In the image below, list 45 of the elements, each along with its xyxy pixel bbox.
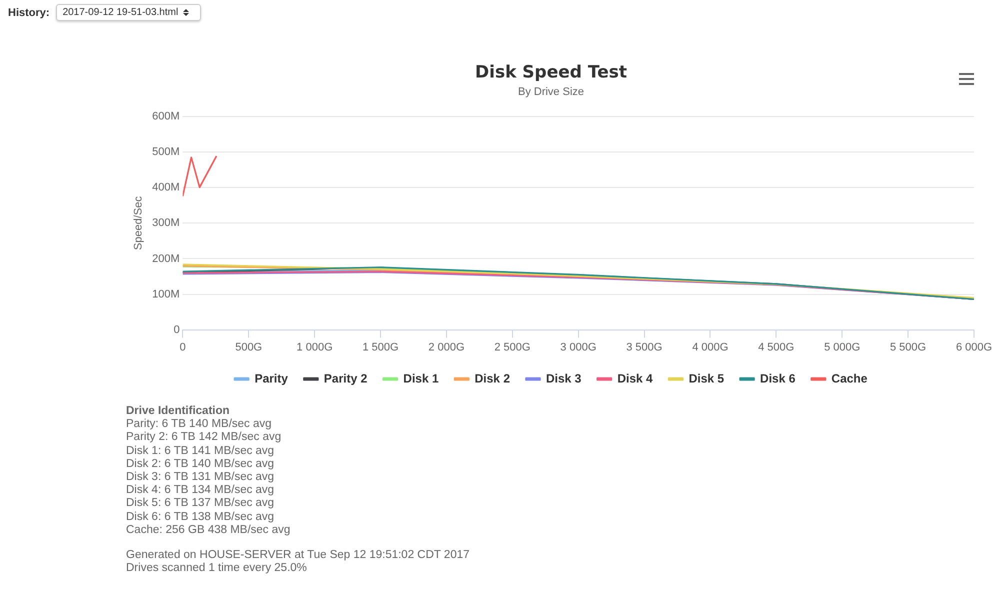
y-tick-label: 500M <box>152 146 180 158</box>
text: Disk 2: 6 TB 140 MB/sec avg <box>126 458 276 472</box>
x-tick-label: 2 500G <box>494 341 530 354</box>
text: History: <box>8 6 50 18</box>
text: Parity: 6 TB 140 MB/sec avg <box>126 418 273 432</box>
legend-label: Disk 2 <box>474 371 510 386</box>
text: Drive Identification <box>126 405 231 418</box>
legend-label: Disk 1 <box>403 371 439 386</box>
text: Cache: 256 GB 438 MB/sec avg <box>126 524 292 538</box>
x-tick-label: 3 000G <box>560 341 596 354</box>
x-tick-label: 3 500G <box>626 341 662 354</box>
x-tick-label: 6 000G <box>956 341 992 354</box>
y-tick-label: 400M <box>152 182 180 194</box>
text: Generated on HOUSE-SERVER at Tue Sep 12 19:51:02 CDT 2017 <box>126 549 470 562</box>
legend-label: Parity <box>254 371 288 386</box>
x-tick-label: 4 000G <box>692 341 728 354</box>
chart-title: Disk Speed Test <box>475 62 627 83</box>
x-tick-label: 5 000G <box>824 341 860 354</box>
x-tick-label: 500G <box>235 341 262 354</box>
text: Disk 6: 6 TB 138 MB/sec avg <box>126 510 276 524</box>
y-tick-label: 300M <box>152 217 180 230</box>
text: Disk 5: 6 TB 137 MB/sec avg <box>126 497 276 511</box>
legend-label: Parity 2 <box>324 371 368 386</box>
y-tick-label: 100M <box>152 288 180 300</box>
legend-label: Disk 5 <box>688 371 724 386</box>
legend-label: Cache <box>831 371 868 386</box>
x-tick-label: 1 000G <box>296 341 333 354</box>
x-tick-label: 4 500G <box>758 341 794 354</box>
y-tick-label: 200M <box>152 252 180 265</box>
chart-subtitle: By Drive Size <box>518 86 584 98</box>
legend-label: Disk 4 <box>617 371 654 386</box>
text: 2017-09-12 19-51-03.html <box>56 4 202 21</box>
y-tick-label: 0 <box>174 324 180 336</box>
legend-label: Disk 6 <box>760 371 796 386</box>
text: Disk 3: 6 TB 131 MB/sec avg <box>126 471 276 484</box>
x-tick-label: 5 500G <box>890 341 926 354</box>
text: Parity 2: 6 TB 142 MB/sec avg <box>126 431 282 445</box>
text: Drives scanned 1 time every 25.0% <box>126 562 308 576</box>
y-axis-title: Speed/Sec <box>132 196 145 250</box>
text: Disk 1: 6 TB 141 MB/sec avg <box>126 444 276 458</box>
text: Disk 4: 6 TB 134 MB/sec avg <box>126 484 276 498</box>
legend-label: Disk 3 <box>546 371 582 386</box>
y-tick-label: 600M <box>152 110 180 123</box>
x-tick-label: 1 500G <box>362 341 399 354</box>
x-tick-label: 2 000G <box>428 341 465 354</box>
